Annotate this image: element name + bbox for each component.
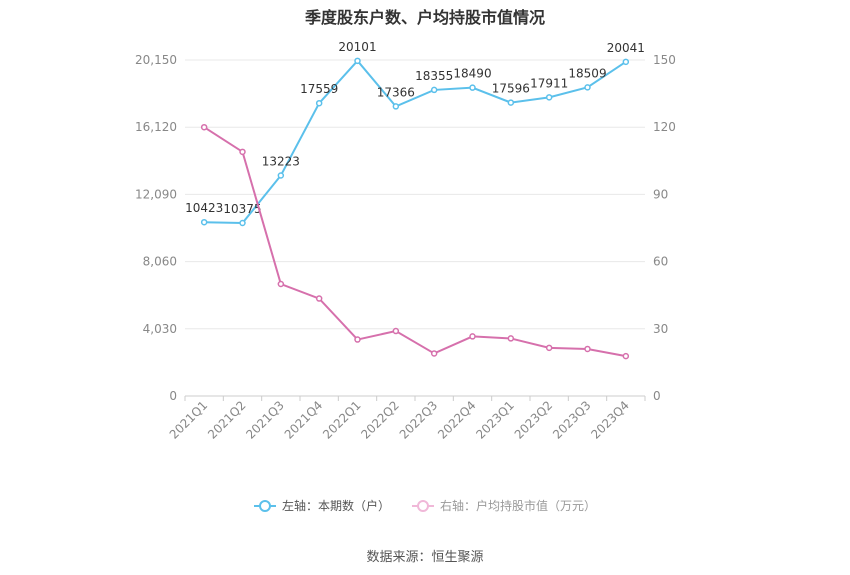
left-axis-tick-label: 12,090 — [135, 187, 177, 201]
avg-value-data-point — [277, 280, 285, 288]
households-data-point — [430, 86, 438, 94]
data-source-note: 数据来源：恒生聚源 — [366, 550, 484, 565]
legend-item-households[interactable]: 左轴：本期数（户） — [253, 497, 390, 514]
x-axis-tick-label: 2023Q4 — [588, 398, 632, 442]
left-axis-tick-label: 16,120 — [135, 120, 177, 134]
legend-label-avg-value: 右轴：户均持股市值（万元） — [440, 499, 597, 513]
households-data-label: 18355 — [415, 69, 453, 83]
avg-value-data-point — [622, 352, 630, 360]
left-axis-tick-label: 8,060 — [143, 255, 177, 269]
avg-value-data-point — [392, 327, 400, 335]
households-data-point — [584, 84, 591, 91]
households-data-label: 17366 — [377, 85, 415, 99]
x-axis-tick-label: 2023Q2 — [512, 398, 556, 442]
households-data-point — [622, 58, 630, 66]
avg-value-data-point — [239, 148, 246, 156]
households-data-label: 10423 — [185, 201, 223, 215]
x-axis-tick-label: 2022Q3 — [397, 398, 441, 442]
x-axis-tick-label: 2021Q2 — [205, 398, 249, 442]
x-axis-tick-label: 2021Q3 — [243, 398, 287, 442]
left-axis-tick-label: 0 — [169, 389, 177, 403]
households-data-point — [200, 218, 208, 226]
chart-legend: 左轴：本期数（户） 右轴：户均持股市值（万元） — [0, 497, 850, 514]
x-axis-tick-label: 2021Q1 — [167, 398, 211, 442]
households-data-point — [545, 94, 553, 101]
avg-value-data-point — [430, 350, 438, 357]
households-data-point — [392, 103, 400, 110]
right-axis-tick-label: 120 — [653, 120, 676, 134]
households-data-point — [277, 172, 285, 179]
left-axis-tick-label: 20,150 — [135, 53, 177, 67]
households-data-point — [354, 57, 361, 65]
x-axis-tick-label: 2022Q4 — [435, 398, 479, 442]
avg-value-data-point — [507, 335, 515, 342]
avg-value-data-point — [584, 345, 591, 353]
households-data-label: 20041 — [607, 41, 645, 55]
households-data-label: 10375 — [223, 202, 261, 216]
households-data-label: 17559 — [300, 82, 338, 96]
households-data-label: 13223 — [262, 155, 300, 169]
left-axis-tick-label: 4,030 — [143, 322, 177, 336]
avg-value-data-point — [315, 295, 323, 302]
right-axis-tick-label: 60 — [653, 255, 668, 269]
avg-value-data-point — [545, 344, 553, 352]
households-data-label: 18509 — [568, 66, 606, 80]
chart-title: 季度股东户数、户均持股市值情况 — [304, 8, 545, 27]
x-axis-tick-label: 2022Q2 — [358, 398, 402, 442]
x-axis-tick-label: 2023Q3 — [550, 398, 594, 442]
households-data-label: 17596 — [492, 82, 530, 96]
legend-item-avg-value[interactable]: 右轴：户均持股市值（万元） — [412, 497, 596, 514]
avg-value-data-point — [200, 123, 208, 131]
legend-line-icon-blue — [253, 499, 276, 513]
avg-value-data-point — [469, 333, 476, 340]
right-axis-tick-label: 30 — [653, 322, 668, 336]
households-data-label: 18490 — [453, 67, 491, 81]
households-data-label: 17911 — [530, 76, 568, 90]
avg-value-data-point — [354, 336, 361, 343]
right-axis-tick-label: 0 — [653, 389, 661, 403]
households-data-point — [239, 219, 246, 227]
avg-value-series-line — [203, 126, 627, 358]
right-axis-tick-label: 150 — [653, 53, 676, 67]
x-axis-tick-label: 2021Q4 — [282, 398, 326, 442]
x-axis-tick-label: 2022Q1 — [320, 398, 364, 442]
legend-line-icon-pink — [412, 499, 434, 513]
households-series-line — [204, 59, 627, 225]
households-data-point — [469, 84, 476, 91]
households-data-point — [507, 99, 515, 106]
households-data-point — [315, 99, 323, 107]
legend-label-households: 左轴：本期数（户） — [281, 499, 390, 513]
right-axis-tick-label: 90 — [653, 187, 668, 201]
x-axis-tick-label: 2023Q1 — [473, 398, 517, 442]
households-data-label: 20101 — [338, 40, 376, 54]
